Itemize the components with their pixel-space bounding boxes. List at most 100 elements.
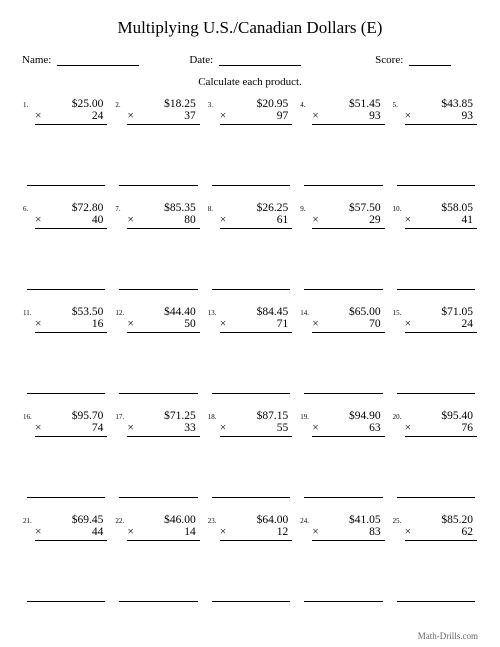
problem-number: 2. <box>115 100 127 109</box>
problem-number: 10. <box>393 204 405 213</box>
problem-cell: 17.$71.25×33 <box>114 410 200 504</box>
answer-blank[interactable] <box>304 393 382 394</box>
multiplier: 97 <box>234 110 288 122</box>
answer-blank[interactable] <box>212 185 290 186</box>
answer-blank[interactable] <box>119 497 197 498</box>
times-sign-icon: × <box>220 110 234 122</box>
problem-cell: 12.$44.40×50 <box>114 306 200 400</box>
multiplicand: $26.25 <box>220 202 292 214</box>
answer-blank[interactable] <box>212 497 290 498</box>
problem-cell: 23.$64.00×12 <box>207 514 293 608</box>
problem-cell: 4.$51.45×93 <box>299 98 385 192</box>
multiplicand: $95.70 <box>35 410 107 422</box>
times-sign-icon: × <box>405 526 419 538</box>
multiplicand: $46.00 <box>127 514 199 526</box>
times-sign-icon: × <box>127 214 141 226</box>
times-sign-icon: × <box>35 526 49 538</box>
multiplicand: $51.45 <box>312 98 384 110</box>
answer-blank[interactable] <box>27 497 105 498</box>
times-sign-icon: × <box>312 214 326 226</box>
answer-blank[interactable] <box>304 289 382 290</box>
answer-blank[interactable] <box>119 601 197 602</box>
multiplicand: $25.00 <box>35 98 107 110</box>
page-title: Multiplying U.S./Canadian Dollars (E) <box>22 18 478 38</box>
answer-blank[interactable] <box>397 393 475 394</box>
multiplier: 61 <box>234 214 288 226</box>
times-sign-icon: × <box>405 422 419 434</box>
problem-number: 12. <box>115 308 127 317</box>
times-sign-icon: × <box>312 526 326 538</box>
problem-cell: 5.$43.85×93 <box>392 98 478 192</box>
problem-number: 15. <box>393 308 405 317</box>
multiplicand: $43.85 <box>405 98 477 110</box>
problem-number: 1. <box>23 100 35 109</box>
answer-blank[interactable] <box>119 185 197 186</box>
name-input-blank[interactable] <box>57 55 139 66</box>
problem-cell: 20.$95.40×76 <box>392 410 478 504</box>
multiplier: 16 <box>49 318 103 330</box>
answer-blank[interactable] <box>304 185 382 186</box>
multiplicand: $72.80 <box>35 202 107 214</box>
answer-blank[interactable] <box>397 601 475 602</box>
multiplicand: $64.00 <box>220 514 292 526</box>
multiplicand: $20.95 <box>220 98 292 110</box>
meta-row: Name: Date: Score: <box>22 52 478 66</box>
times-sign-icon: × <box>127 422 141 434</box>
problem-cell: 22.$46.00×14 <box>114 514 200 608</box>
answer-blank[interactable] <box>397 289 475 290</box>
date-input-blank[interactable] <box>219 55 301 66</box>
multiplier: 93 <box>326 110 380 122</box>
problem-number: 21. <box>23 516 35 525</box>
answer-blank[interactable] <box>397 185 475 186</box>
multiplicand: $85.35 <box>127 202 199 214</box>
problem-grid: 1.$25.00×242.$18.25×373.$20.95×974.$51.4… <box>22 98 478 608</box>
answer-blank[interactable] <box>397 497 475 498</box>
answer-blank[interactable] <box>27 601 105 602</box>
problem-number: 8. <box>208 204 220 213</box>
answer-blank[interactable] <box>212 601 290 602</box>
problem-cell: 8.$26.25×61 <box>207 202 293 296</box>
problem-number: 11. <box>23 308 35 317</box>
problem-number: 22. <box>115 516 127 525</box>
times-sign-icon: × <box>312 318 326 330</box>
footer-text: Math-Drills.com <box>418 631 478 641</box>
date-label: Date: <box>189 54 213 66</box>
problem-number: 5. <box>393 100 405 109</box>
multiplicand: $44.40 <box>127 306 199 318</box>
problem-cell: 14.$65.00×70 <box>299 306 385 400</box>
multiplier: 24 <box>419 318 473 330</box>
problem-number: 7. <box>115 204 127 213</box>
multiplicand: $85.20 <box>405 514 477 526</box>
multiplier: 33 <box>141 422 195 434</box>
problem-cell: 11.$53.50×16 <box>22 306 108 400</box>
score-input-blank[interactable] <box>409 55 451 66</box>
problem-number: 9. <box>300 204 312 213</box>
answer-blank[interactable] <box>27 393 105 394</box>
problem-number: 16. <box>23 412 35 421</box>
multiplicand: $41.05 <box>312 514 384 526</box>
answer-blank[interactable] <box>304 497 382 498</box>
answer-blank[interactable] <box>27 185 105 186</box>
problem-number: 24. <box>300 516 312 525</box>
problem-number: 19. <box>300 412 312 421</box>
answer-blank[interactable] <box>304 601 382 602</box>
multiplier: 12 <box>234 526 288 538</box>
answer-blank[interactable] <box>119 393 197 394</box>
answer-blank[interactable] <box>212 393 290 394</box>
times-sign-icon: × <box>127 318 141 330</box>
times-sign-icon: × <box>220 318 234 330</box>
multiplier: 62 <box>419 526 473 538</box>
multiplier: 41 <box>419 214 473 226</box>
answer-blank[interactable] <box>119 289 197 290</box>
name-label: Name: <box>22 54 51 66</box>
answer-blank[interactable] <box>27 289 105 290</box>
answer-blank[interactable] <box>212 289 290 290</box>
times-sign-icon: × <box>35 110 49 122</box>
problem-cell: 25.$85.20×62 <box>392 514 478 608</box>
multiplicand: $87.15 <box>220 410 292 422</box>
times-sign-icon: × <box>35 422 49 434</box>
multiplicand: $94.90 <box>312 410 384 422</box>
multiplier: 93 <box>419 110 473 122</box>
multiplier: 50 <box>141 318 195 330</box>
problem-cell: 10.$58.05×41 <box>392 202 478 296</box>
